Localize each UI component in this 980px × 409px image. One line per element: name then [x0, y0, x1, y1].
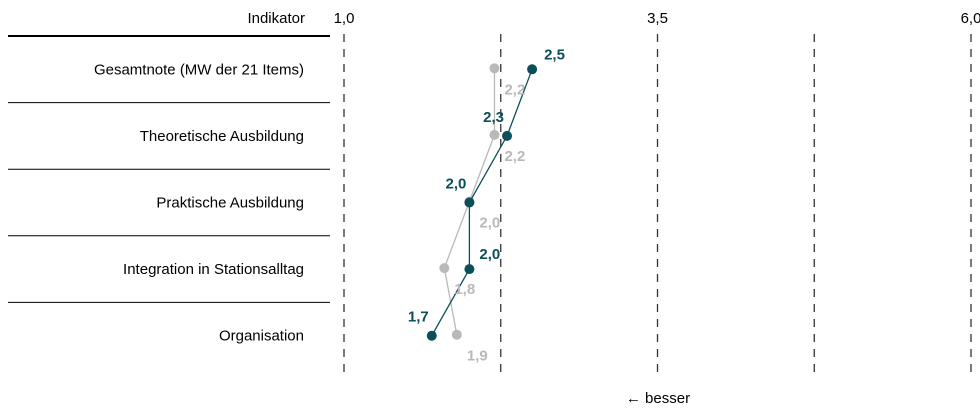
category-label: Organisation: [219, 328, 304, 345]
data-label: 2,5: [544, 46, 565, 63]
data-point: [489, 63, 500, 74]
data-point: [502, 130, 513, 141]
footer-better-hint: ← besser: [626, 390, 690, 407]
data-label: 1,7: [408, 309, 429, 326]
data-point: [439, 263, 450, 274]
column-header-indicator: Indikator: [247, 10, 305, 27]
category-label: Praktische Ausbildung: [156, 195, 304, 212]
data-label: 1,8: [454, 281, 475, 298]
category-label: Theoretische Ausbildung: [140, 128, 304, 145]
data-point: [464, 197, 475, 208]
data-label: 2,0: [479, 215, 500, 232]
data-point: [451, 329, 462, 340]
data-label: 2,3: [483, 109, 504, 126]
data-label: 2,0: [479, 246, 500, 263]
category-label: Integration in Stationsalltag: [123, 261, 304, 278]
data-label: 2,2: [504, 81, 525, 98]
category-label: Gesamtnote (MW der 21 Items): [94, 61, 304, 78]
series-line: [431, 69, 533, 337]
x-tick-label: 1,0: [334, 10, 355, 27]
x-tick-label: 3,5: [647, 10, 668, 27]
data-point: [489, 129, 500, 140]
data-label: 2,2: [504, 148, 525, 165]
x-tick-label: 6,0: [961, 10, 980, 27]
data-label: 2,0: [446, 176, 467, 193]
data-point: [426, 330, 437, 341]
data-label: 1,9: [467, 348, 488, 365]
data-point: [464, 264, 475, 275]
data-point: [527, 64, 538, 75]
